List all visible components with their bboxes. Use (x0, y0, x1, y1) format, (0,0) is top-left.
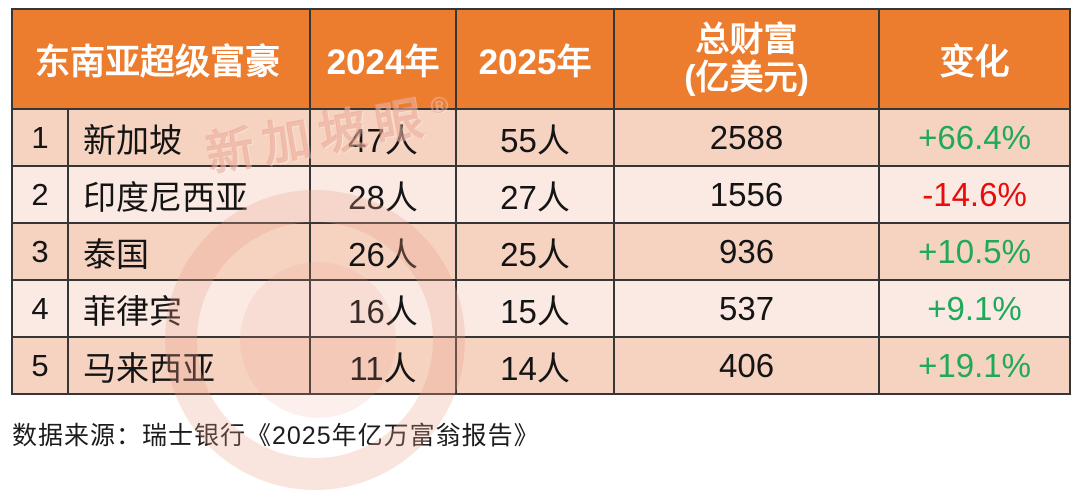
rank-cell: 5 (11, 336, 69, 395)
wealth-cell: 1556 (613, 165, 881, 224)
wealth-header-line2: (亿美元) (684, 59, 809, 97)
change-cell: +10.5% (878, 222, 1072, 281)
infographic-page: 东南亚超级富豪 2024年 2025年 总财富 (亿美元) 变化 1 新加坡 4… (10, 8, 1072, 490)
count-2025-cell: 15人 (455, 279, 616, 338)
table-row: 2 印度尼西亚 28人 27人 1556 -14.6% (11, 165, 1072, 224)
country-cell: 马来西亚 (66, 336, 312, 395)
change-cell: -14.6% (878, 165, 1072, 224)
wealth-cell: 936 (613, 222, 881, 281)
count-2025-cell: 25人 (455, 222, 616, 281)
rich-list-table: 东南亚超级富豪 2024年 2025年 总财富 (亿美元) 变化 1 新加坡 4… (10, 8, 1072, 395)
source-note: 数据来源：瑞士银行《2025年亿万富翁报告》 (12, 422, 540, 450)
count-2024-cell: 28人 (309, 165, 458, 224)
count-2025-cell: 27人 (455, 165, 616, 224)
table-row: 5 马来西亚 11人 14人 406 +19.1% (11, 336, 1072, 395)
country-cell: 印度尼西亚 (66, 165, 312, 224)
wealth-cell: 406 (613, 336, 881, 395)
table-row: 3 泰国 26人 25人 936 +10.5% (11, 222, 1072, 281)
column-header-2025: 2025年 (455, 8, 616, 110)
count-2025-cell: 55人 (455, 108, 616, 167)
change-cell: +66.4% (878, 108, 1072, 167)
column-header-2024: 2024年 (309, 8, 458, 110)
change-cell: +9.1% (878, 279, 1072, 338)
wealth-cell: 2588 (613, 108, 881, 167)
header-row: 东南亚超级富豪 2024年 2025年 总财富 (亿美元) 变化 (10, 8, 1072, 110)
column-header-title: 东南亚超级富豪 (10, 8, 312, 110)
wealth-header-line1: 总财富 (695, 20, 798, 59)
column-header-wealth: 总财富 (亿美元) (613, 8, 881, 110)
table-row: 1 新加坡 47人 55人 2588 +66.4% (11, 108, 1072, 167)
count-2024-cell: 26人 (309, 222, 458, 281)
rank-cell: 1 (11, 108, 69, 167)
change-cell: +19.1% (878, 336, 1072, 395)
country-cell: 新加坡 (66, 108, 312, 167)
rank-cell: 2 (11, 165, 69, 224)
wealth-cell: 537 (613, 279, 881, 338)
count-2025-cell: 14人 (455, 336, 616, 395)
count-2024-cell: 11人 (309, 336, 458, 395)
rank-cell: 4 (11, 279, 69, 338)
table-row: 4 菲律宾 16人 15人 537 +9.1% (11, 279, 1072, 338)
count-2024-cell: 47人 (309, 108, 458, 167)
country-cell: 菲律宾 (66, 279, 312, 338)
rank-cell: 3 (11, 222, 69, 281)
count-2024-cell: 16人 (309, 279, 458, 338)
column-header-change: 变化 (878, 8, 1072, 110)
country-cell: 泰国 (66, 222, 312, 281)
